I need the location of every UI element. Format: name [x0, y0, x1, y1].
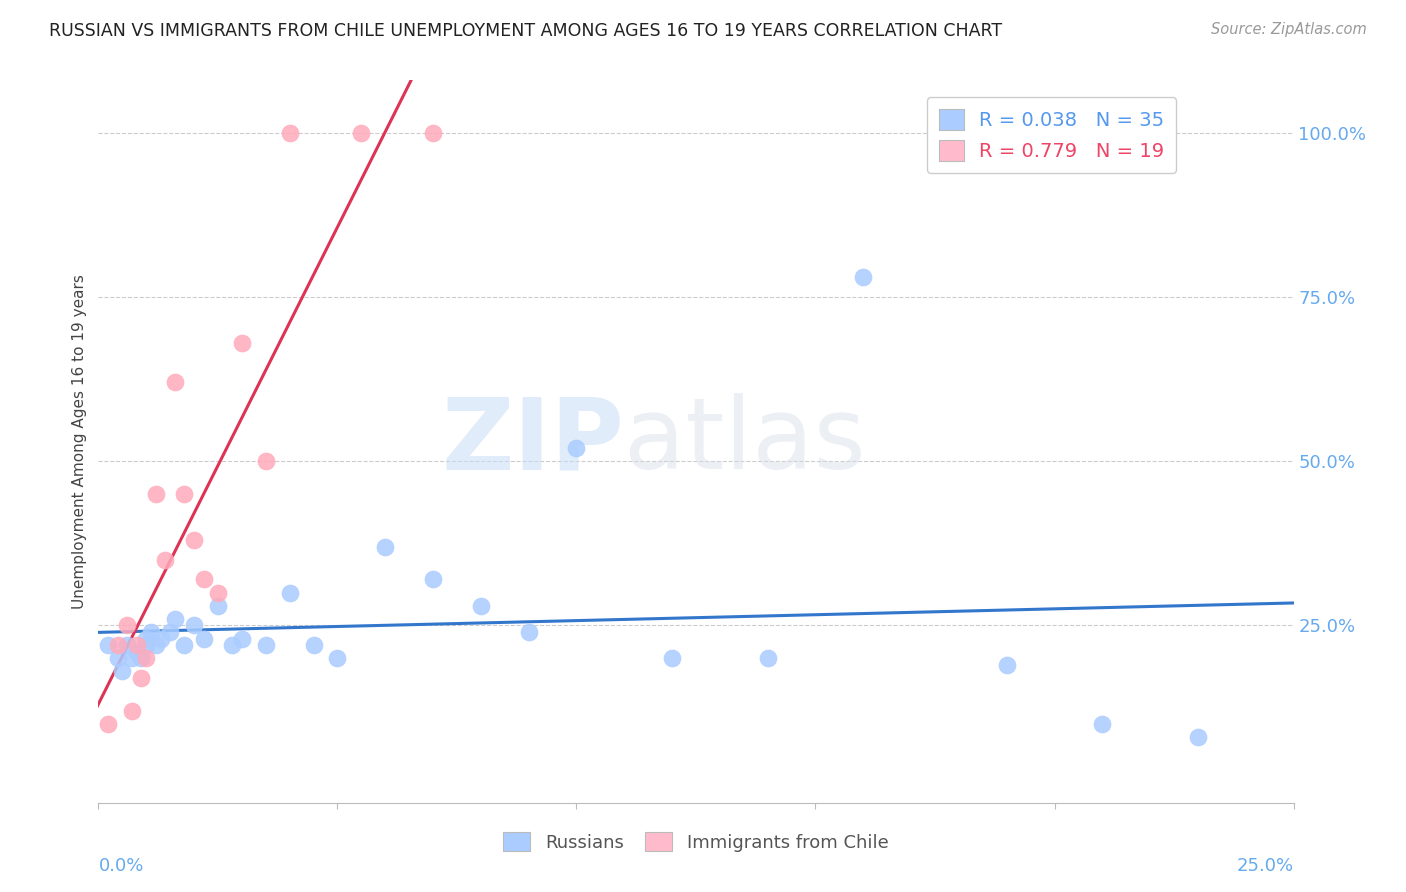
Point [374, 540, 396, 554]
Point [422, 573, 444, 587]
Point [193, 632, 215, 646]
Point [207, 585, 229, 599]
Point [159, 625, 181, 640]
Point [565, 441, 588, 455]
Point [115, 618, 138, 632]
Point [995, 657, 1018, 672]
Point [1187, 730, 1209, 744]
Point [107, 651, 129, 665]
Point [149, 632, 172, 646]
Text: 25.0%: 25.0% [1236, 857, 1294, 875]
Point [221, 638, 243, 652]
Text: 0.0%: 0.0% [98, 857, 143, 875]
Point [231, 632, 253, 646]
Point [115, 638, 138, 652]
Point [173, 487, 195, 501]
Point [254, 638, 277, 652]
Point [121, 704, 143, 718]
Point [183, 533, 205, 547]
Point [135, 632, 157, 646]
Point [193, 573, 215, 587]
Point [135, 638, 157, 652]
Point [121, 651, 143, 665]
Point [131, 671, 153, 685]
Point [163, 612, 186, 626]
Y-axis label: Unemployment Among Ages 16 to 19 years: Unemployment Among Ages 16 to 19 years [72, 274, 87, 609]
Point [163, 376, 186, 390]
Point [207, 599, 229, 613]
Point [278, 585, 301, 599]
Point [135, 651, 157, 665]
Point [97, 717, 120, 731]
Text: Source: ZipAtlas.com: Source: ZipAtlas.com [1211, 22, 1367, 37]
Point [852, 270, 875, 285]
Point [139, 625, 162, 640]
Point [326, 651, 349, 665]
Point [422, 126, 444, 140]
Point [756, 651, 779, 665]
Point [145, 487, 167, 501]
Point [517, 625, 540, 640]
Point [302, 638, 325, 652]
Point [107, 638, 129, 652]
Point [254, 454, 277, 468]
Point [661, 651, 683, 665]
Point [125, 645, 148, 659]
Point [111, 665, 134, 679]
Text: atlas: atlas [624, 393, 866, 490]
Point [145, 638, 167, 652]
Text: ZIP: ZIP [441, 393, 624, 490]
Legend: Russians, Immigrants from Chile: Russians, Immigrants from Chile [496, 824, 896, 859]
Point [183, 618, 205, 632]
Point [278, 126, 301, 140]
Point [231, 336, 253, 351]
Point [470, 599, 492, 613]
Text: RUSSIAN VS IMMIGRANTS FROM CHILE UNEMPLOYMENT AMONG AGES 16 TO 19 YEARS CORRELAT: RUSSIAN VS IMMIGRANTS FROM CHILE UNEMPLO… [49, 22, 1002, 40]
Point [97, 638, 120, 652]
Point [350, 126, 373, 140]
Point [155, 553, 177, 567]
Point [131, 651, 153, 665]
Point [1091, 717, 1114, 731]
Point [173, 638, 195, 652]
Point [125, 638, 148, 652]
